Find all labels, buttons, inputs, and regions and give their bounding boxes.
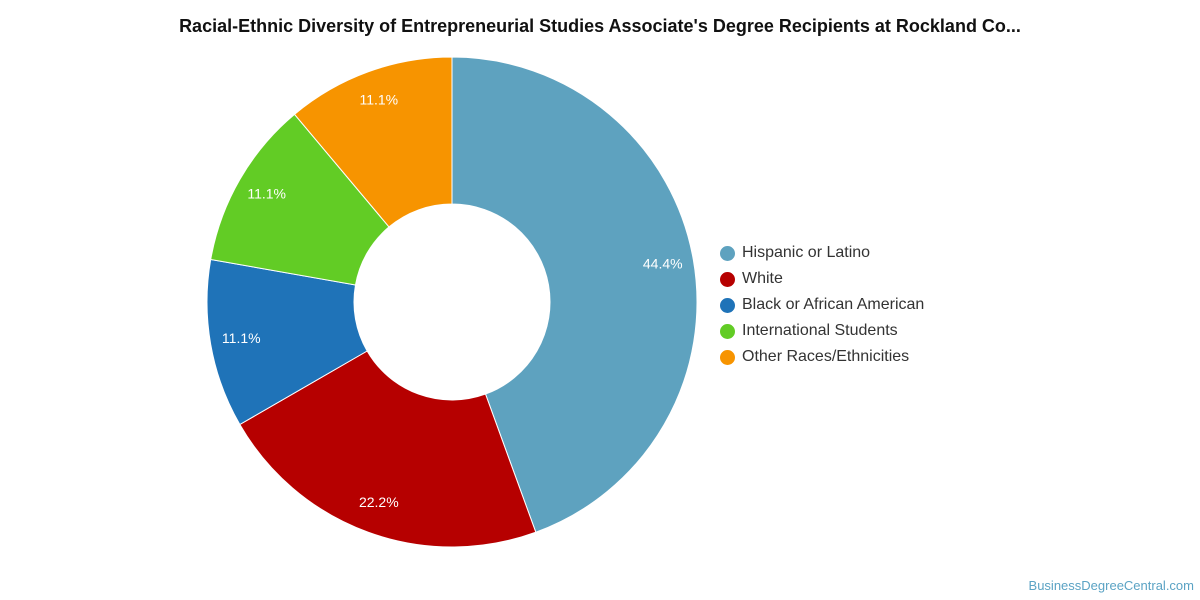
legend-swatch xyxy=(720,245,735,261)
legend: Hispanic or Latino White Black or African … xyxy=(720,240,924,370)
legend-swatch xyxy=(720,323,735,339)
slice-4[interactable] xyxy=(293,56,453,228)
legend-swatch xyxy=(720,349,735,365)
slice-3[interactable] xyxy=(210,113,390,286)
slice-label-4: 11.1% xyxy=(359,92,398,108)
source-watermark[interactable]: BusinessDegreeCentral.com xyxy=(1028,578,1194,593)
slice-label-0: 44.4% xyxy=(643,256,683,272)
slices-group xyxy=(206,56,698,548)
legend-item-1[interactable]: White xyxy=(720,266,924,292)
legend-item-2[interactable]: Black or African American xyxy=(720,292,924,318)
legend-swatch xyxy=(720,297,735,313)
legend-label: International Students xyxy=(742,322,898,339)
legend-item-0[interactable]: Hispanic or Latino xyxy=(720,240,924,266)
slice-2[interactable] xyxy=(206,258,368,426)
slice-label-2: 11.1% xyxy=(222,330,261,346)
legend-label: Hispanic or Latino xyxy=(742,244,871,261)
legend-item-4[interactable]: Other Races/Ethnicities xyxy=(720,344,924,370)
legend-label: Black or African American xyxy=(742,296,925,313)
legend-label: White xyxy=(742,270,783,287)
slice-label-1: 22.2% xyxy=(359,494,399,510)
chart-title: Racial-Ethnic Diversity of Entrepreneuri… xyxy=(179,16,1021,36)
legend-label: Other Races/Ethnicities xyxy=(742,348,910,365)
legend-item-3[interactable]: International Students xyxy=(720,318,924,344)
slice-label-3: 11.1% xyxy=(247,186,286,202)
slice-0[interactable] xyxy=(451,56,698,533)
slice-1[interactable] xyxy=(239,350,537,548)
slice-labels-group: 44.4% 22.2% 11.1% 11.1% 11.1% xyxy=(222,92,683,510)
legend-swatch xyxy=(720,271,735,287)
